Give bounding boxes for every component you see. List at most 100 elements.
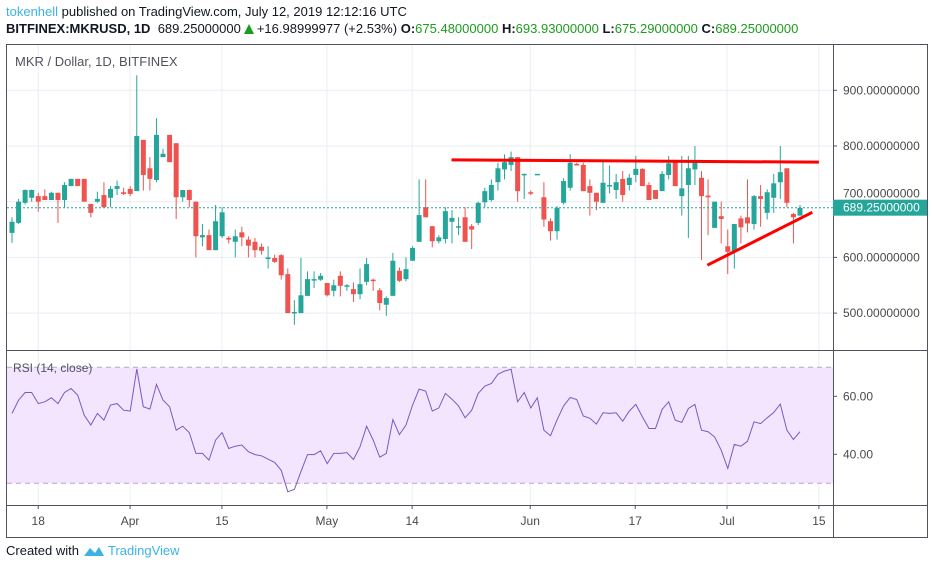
x-tick-label: 18 (32, 514, 46, 528)
candle-body (213, 221, 219, 251)
candle (396, 267, 402, 282)
candle (777, 146, 783, 199)
candle (679, 156, 685, 216)
candle-body (659, 173, 665, 192)
candle-body (449, 217, 455, 222)
high-label: H: (501, 21, 516, 36)
candle-body (108, 188, 113, 198)
candle-body (180, 190, 186, 198)
time-axis[interactable]: 18 Apr 15 May 14 Jun 17 Jul 15 (32, 505, 826, 528)
candle (160, 148, 166, 158)
candle (528, 190, 534, 196)
publish-text: published on TradingView.com, July 12, 2… (61, 4, 407, 19)
candle-body (469, 226, 475, 230)
candle-body (390, 260, 396, 296)
candle-body (672, 162, 678, 187)
candle-body (541, 197, 547, 220)
candle-body (272, 257, 278, 262)
candle-body (173, 143, 179, 198)
candle-body (653, 190, 659, 199)
candle (252, 237, 258, 258)
candle (738, 215, 744, 244)
candle (790, 212, 796, 244)
trendlines[interactable] (451, 158, 819, 267)
candle-body (410, 247, 416, 261)
open-value: 675.48000000 (415, 21, 499, 36)
candle-body (127, 188, 133, 194)
rsi-axis[interactable]: 60.00 40.00 (833, 389, 873, 461)
y-tick-label: 900.00000000 (843, 83, 920, 97)
candle-body (567, 162, 573, 188)
candle (547, 218, 553, 241)
candle (370, 278, 376, 291)
candle-body (764, 192, 770, 213)
candle (561, 178, 567, 205)
candle (206, 229, 212, 251)
candle-body (245, 239, 251, 246)
rsi-tick-label: 40.00 (843, 447, 873, 461)
price-axis[interactable]: 900.00000000 800.00000000 700.00000000 600.… (833, 83, 920, 320)
candle-body (219, 212, 225, 237)
author-link[interactable]: tokenhell (6, 4, 59, 19)
candle (613, 173, 619, 199)
candle-body (259, 246, 265, 251)
candle-body (554, 207, 560, 232)
candle (81, 178, 87, 202)
candle (744, 179, 750, 233)
close-label: C: (701, 21, 716, 36)
candle (173, 143, 179, 219)
candle-body (456, 226, 462, 228)
candle (383, 296, 389, 316)
resistance-trendline[interactable] (451, 158, 819, 164)
low-label: L: (602, 21, 615, 36)
candle (672, 159, 678, 187)
candle (692, 146, 698, 185)
candle (574, 162, 580, 166)
candle-body (534, 173, 540, 176)
candle-body (712, 201, 718, 228)
candle (16, 198, 22, 224)
candle-body (574, 163, 580, 166)
tradingview-logo-icon (83, 546, 104, 556)
candle-body (48, 192, 54, 201)
x-tick-label: 17 (629, 514, 643, 528)
candle-body (482, 191, 488, 203)
candle-body (515, 157, 521, 192)
candle-body (62, 184, 68, 201)
candle (515, 157, 521, 202)
candle-body (75, 178, 81, 187)
candle (751, 195, 757, 230)
current-price-badge (833, 199, 927, 216)
candle-body (278, 255, 284, 276)
candle-body (528, 192, 534, 194)
candle (784, 168, 790, 208)
candle (488, 179, 494, 202)
rsi-band-lines (7, 366, 833, 484)
rsi-line (11, 368, 801, 493)
close-value: 689.25000000 (715, 21, 799, 36)
candle-body (344, 285, 350, 287)
candle-body (318, 275, 324, 280)
support-trendline[interactable] (706, 210, 813, 267)
candle-body (337, 275, 343, 286)
candle (685, 156, 691, 238)
candle (554, 206, 560, 240)
candle-body (751, 196, 757, 224)
x-tick-label: 14 (405, 514, 419, 528)
candle-body (350, 289, 356, 295)
candle (272, 254, 278, 263)
candle-body (685, 168, 691, 185)
candle-body (199, 235, 205, 238)
candle (580, 162, 586, 192)
candle-body (305, 279, 310, 296)
candle (429, 226, 435, 248)
candle (114, 180, 120, 196)
candle-body (140, 139, 146, 175)
candle (232, 229, 238, 258)
candle-body (639, 168, 645, 187)
candle (219, 207, 225, 238)
chart-title: MKR / Dollar, 1D, BITFINEX (15, 54, 178, 69)
candle-body (495, 168, 501, 183)
tradingview-link[interactable]: TradingView (107, 543, 180, 558)
